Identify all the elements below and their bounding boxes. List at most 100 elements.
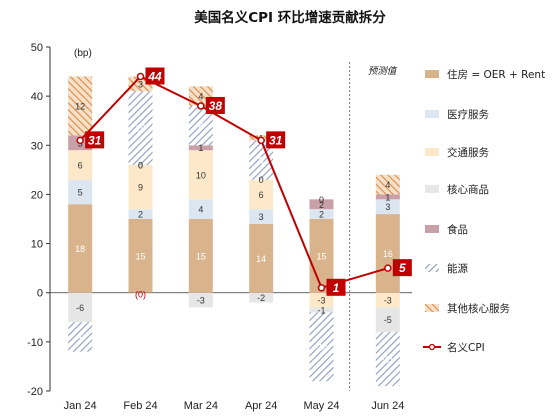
data-label: 2 [138,210,143,220]
data-labels: 1856312-6-615290015315410184-31436081-21… [75,79,394,364]
bar-segment-energy [128,91,153,165]
cpi-line-path [79,75,389,290]
data-label: 4 [198,205,203,215]
bar-segment-housing [188,219,213,293]
cpi-callout-label: 31 [269,133,283,147]
bar-segment-energy [309,312,334,382]
cpi-callout-box [326,278,346,296]
y-tick-label: 20 [31,189,43,201]
legend-label: 其他核心服务 [447,302,510,315]
bar-segment-coregoods [375,307,400,333]
cpi-callout-box [266,131,286,149]
cpi-callout-box [145,67,165,85]
bar-segment-housing [128,219,153,293]
data-label: 1 [198,143,203,153]
y-tick-label: -20 [27,386,43,398]
y-tick-label: 10 [31,239,43,251]
cpi-point [197,102,205,110]
bar-segment-transport [188,150,213,200]
data-label: 3 [138,79,143,89]
cpi-callout-label: 38 [209,99,223,113]
bar-segment-transport [375,292,400,308]
data-label: 12 [75,101,85,111]
data-label: 5 [78,187,83,197]
x-tick-label: Mar 24 [184,400,218,412]
bar-segment-othercore [375,174,400,195]
legend-label: 住房 = OER + Rent [447,68,545,81]
x-tick-label: Jun 24 [371,400,404,412]
bar-segment-medical [128,209,153,219]
bar-segment-food [375,194,400,200]
cpi-point [384,264,392,272]
data-label: 15 [135,124,145,134]
data-label: 4 [385,180,390,190]
bar-segment-housing [68,204,93,293]
data-label: 1 [385,192,390,202]
data-label: -14 [315,342,328,352]
legend: 住房 = OER + Rent 医疗服务交通服务核心商品食品能源其他核心服务名义C… [423,68,545,354]
bar-segment-medical [249,209,274,224]
cpi-callout-label: 44 [147,69,162,83]
bar-segment-energy [68,322,93,352]
data-label: 9 [138,183,143,193]
bar-segment-energy [375,332,400,387]
bar-segment-transport [128,164,153,210]
bar-segment-transport [249,179,274,210]
legend-swatch-coregoods [425,185,439,193]
data-label: 2 [319,200,324,210]
y-tick-label: 30 [31,140,43,152]
data-label: -11 [382,355,394,365]
legend-label: 交通服务 [447,146,489,159]
data-label: 8 [259,156,264,166]
feb-zero-note: (0) [135,290,146,300]
x-tick-label: May 24 [303,400,339,412]
bar-segment-coregoods [188,292,213,308]
data-label: 15 [316,251,326,261]
x-tick-label: Apr 24 [245,400,277,412]
bar-segment-coregoods [249,292,274,303]
legend-label: 食品 [447,223,468,236]
legend-label: 医疗服务 [447,108,489,121]
data-label: 8 [198,121,203,131]
cpi-point [257,136,265,145]
data-label: -3 [197,296,205,306]
bar-segment-coregoods [309,307,334,313]
data-label: 0 [319,195,324,205]
bar-segment-medical [375,199,400,215]
data-label: -3 [317,296,325,306]
legend-swatch-medical [425,110,439,118]
data-label: 3 [259,212,264,222]
data-label: -5 [384,315,392,325]
x-tick-label: Jan 24 [64,400,97,412]
data-label: 14 [256,254,266,264]
bar-segment-medical [188,199,213,219]
bar-segment-coregoods [68,292,93,323]
data-label: -1 [317,305,325,315]
data-label: 6 [259,190,264,200]
cpi-callout-box [85,131,105,149]
cpi-point [76,136,84,145]
data-label: 6 [78,160,83,170]
cpi-callout-label: 31 [88,133,102,147]
data-label: 2 [319,210,324,220]
data-label: 15 [196,251,206,261]
y-tick-label: 50 [31,42,43,54]
data-label: 0 [259,175,264,185]
data-label: 0 [138,160,143,170]
bar-segment-food [309,199,334,210]
data-label: -6 [76,332,84,342]
bar-segment-medical [309,209,334,219]
data-label: 3 [385,202,390,212]
cpi-callout-box [392,259,412,277]
bar-segment-transport [68,150,93,180]
data-label: -2 [257,293,265,303]
bar-segment-transport [309,292,334,308]
category-axis: Jan 24 Feb 24 Mar 24 Apr 24 May 24 Jun 24 [64,400,405,412]
legend-swatch-cpi-marker [428,343,436,351]
legend-swatch-energy [425,264,439,272]
cpi-callout-label: 5 [399,261,406,275]
bar-segment-housing [375,214,400,293]
bar-segment-othercore [68,76,93,136]
